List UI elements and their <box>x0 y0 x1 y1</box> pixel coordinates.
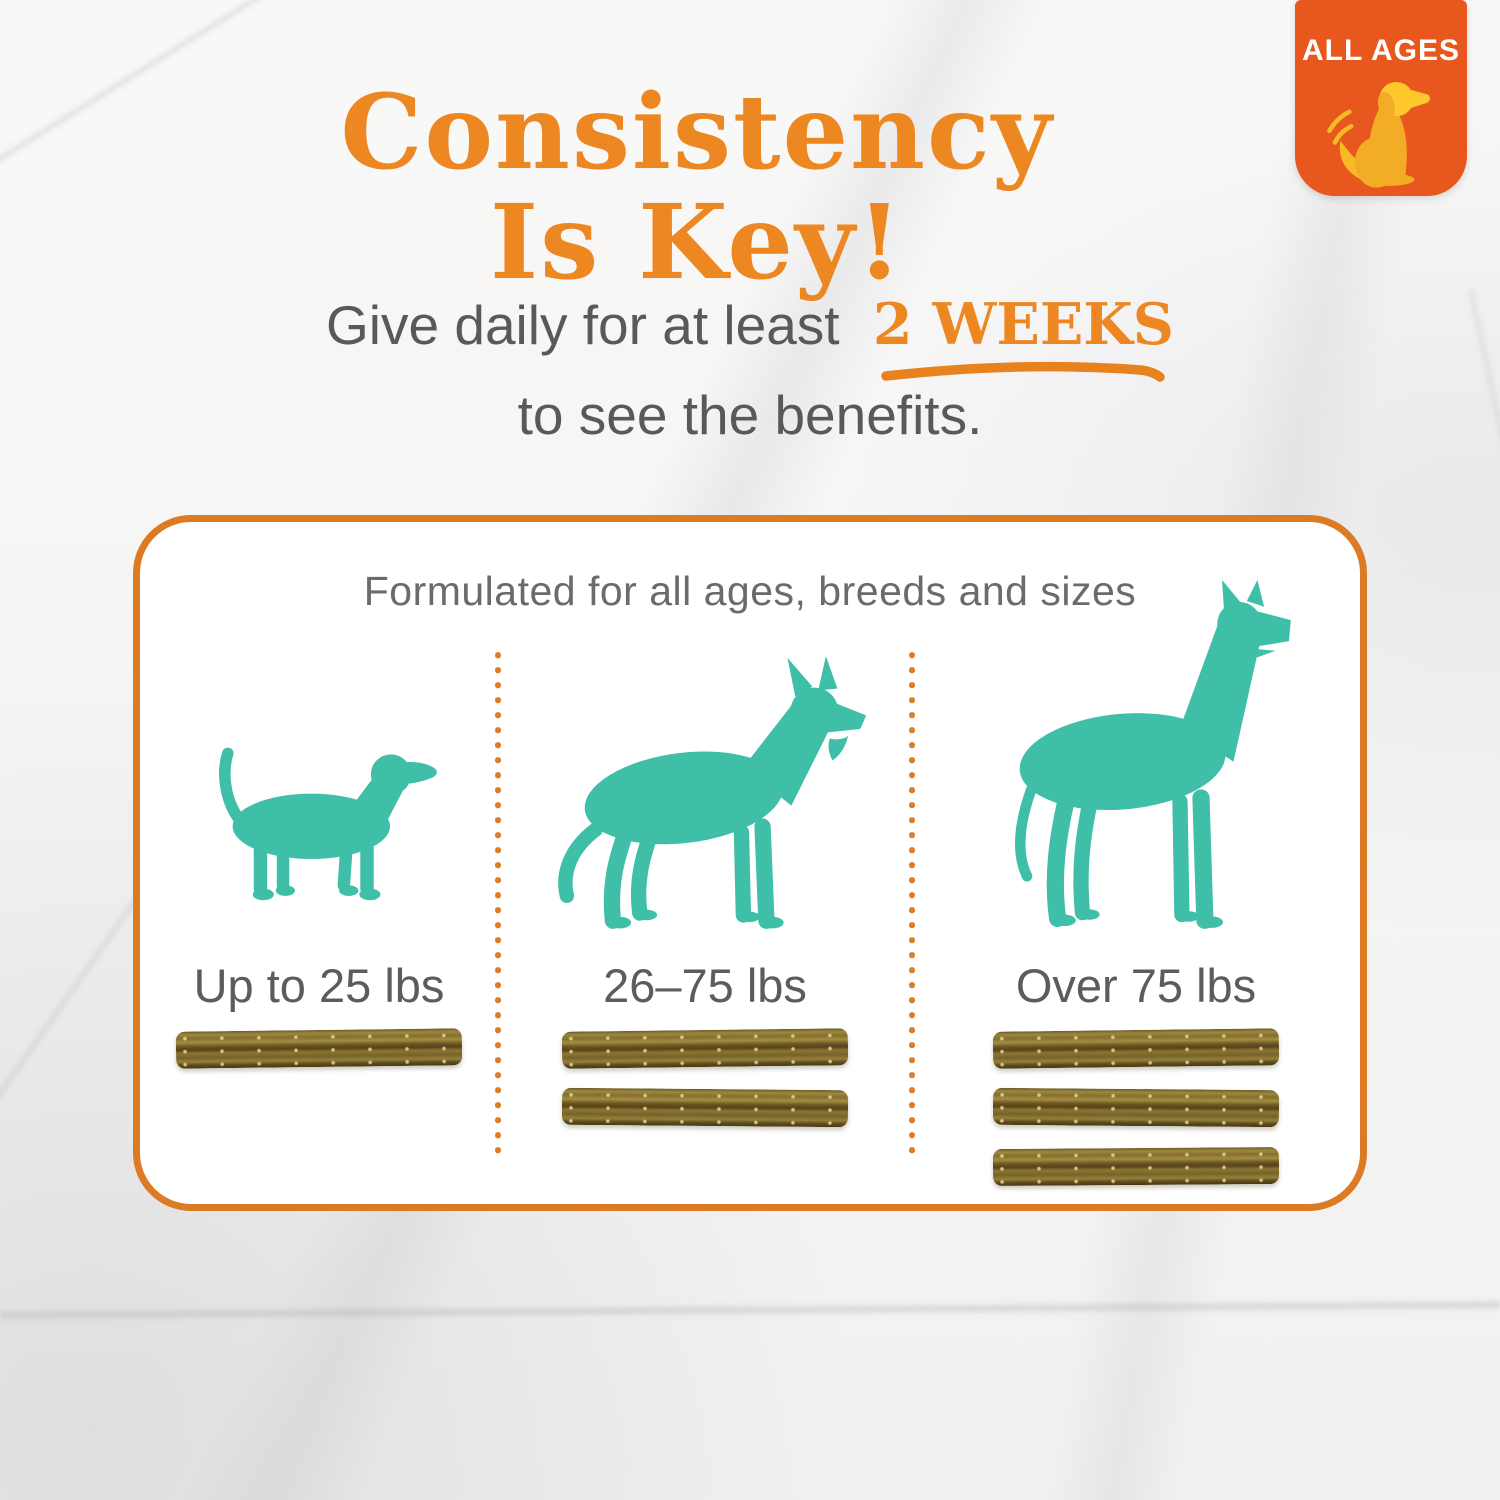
chew-stick <box>561 1087 849 1128</box>
all-ages-badge: ALL AGES <box>1295 0 1467 196</box>
chew-stick <box>992 1028 1280 1069</box>
subtitle: Give daily for at least 2 WEEKS to see t… <box>0 296 1500 443</box>
column-small-dog: Up to 25 lbs <box>140 622 498 1204</box>
chew-sticks-group <box>992 1028 1280 1186</box>
large-dog-silhouette <box>1014 580 1291 929</box>
weight-label: Up to 25 lbs <box>193 959 445 1012</box>
chew-sticks-group <box>175 1028 463 1069</box>
weight-label: Over 75 lbs <box>1015 959 1257 1012</box>
column-large-dog: Over 75 lbs <box>912 580 1360 1204</box>
size-guide-card: Formulated for all ages, breeds and size… <box>133 515 1367 1211</box>
subtitle-line-1: Give daily for at least 2 WEEKS <box>0 294 1500 382</box>
subtitle-line-2: to see the benefits. <box>517 384 983 446</box>
medium-dog-silhouette <box>558 655 867 929</box>
underline-swoosh <box>881 361 1166 382</box>
wagging-dog-icon <box>1327 81 1431 188</box>
chew-stick <box>561 1028 849 1069</box>
chew-sticks-group <box>561 1028 849 1128</box>
chew-stick <box>992 1147 1280 1186</box>
title-line-2: Is Key! <box>490 182 904 304</box>
size-columns: Up to 25 lbs <box>140 580 1360 1204</box>
subtitle-highlight: 2 WEEKS <box>873 296 1174 382</box>
dog-area <box>140 622 498 948</box>
dotted-divider <box>909 652 915 1158</box>
all-ages-label: ALL AGES <box>1301 34 1460 67</box>
chew-stick <box>175 1028 463 1069</box>
small-dog-silhouette <box>219 747 437 901</box>
chew-stick <box>992 1087 1280 1128</box>
column-medium-dog: 26–75 lbs <box>498 622 912 1204</box>
dotted-divider <box>495 652 501 1158</box>
title-line-1: Consistency <box>340 72 1054 193</box>
dog-area <box>912 580 1360 948</box>
card-heading: Formulated for all ages, breeds and size… <box>363 568 1137 614</box>
dog-area <box>498 622 912 948</box>
subtitle-prefix: Give daily for at least <box>326 294 840 356</box>
page-title: Consistency Is Key! <box>0 72 1394 304</box>
weight-label: 26–75 lbs <box>603 959 807 1012</box>
